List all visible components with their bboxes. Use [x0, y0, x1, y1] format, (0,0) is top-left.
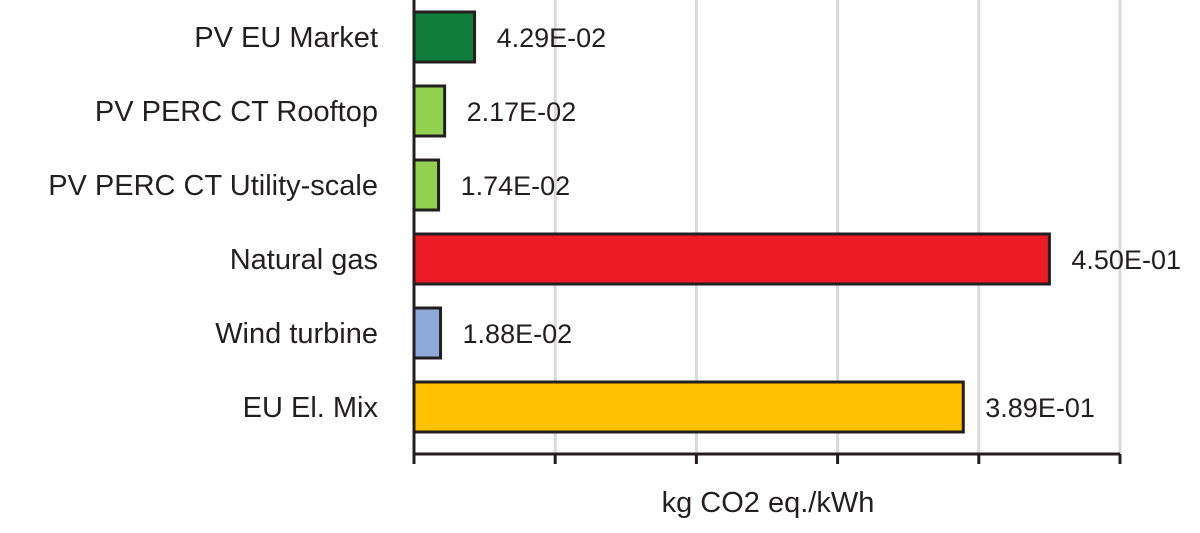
category-label: PV PERC CT Rooftop	[95, 96, 378, 128]
value-labels: 4.29E-02 2.17E-02 1.74E-02 4.50E-01 1.88E-02…	[461, 23, 1181, 423]
category-label: EU El. Mix	[243, 392, 379, 424]
value-label: 4.29E-02	[497, 23, 607, 53]
bar	[412, 158, 441, 212]
category-label: Wind turbine	[215, 318, 378, 350]
category-label: Natural gas	[230, 244, 378, 276]
x-axis	[412, 0, 1122, 464]
bar	[412, 380, 965, 434]
value-label: 1.88E-02	[463, 319, 573, 349]
category-label: PV PERC CT Utility-scale	[48, 170, 378, 202]
value-label: 4.50E-01	[1071, 245, 1181, 275]
value-label: 2.17E-02	[467, 97, 577, 127]
gridlines	[553, 0, 1122, 454]
category-labels: PV EU Market PV PERC CT Rooftop PV PERC CT…	[48, 22, 378, 424]
bar	[412, 10, 477, 64]
bar	[412, 306, 443, 360]
bars	[412, 10, 1051, 434]
bar	[412, 84, 447, 138]
x-axis-title: kg CO2 eq./kWh	[662, 487, 875, 519]
bar	[412, 232, 1051, 286]
value-label: 1.74E-02	[461, 171, 571, 201]
value-label: 3.89E-01	[985, 393, 1095, 423]
category-label: PV EU Market	[194, 22, 378, 54]
